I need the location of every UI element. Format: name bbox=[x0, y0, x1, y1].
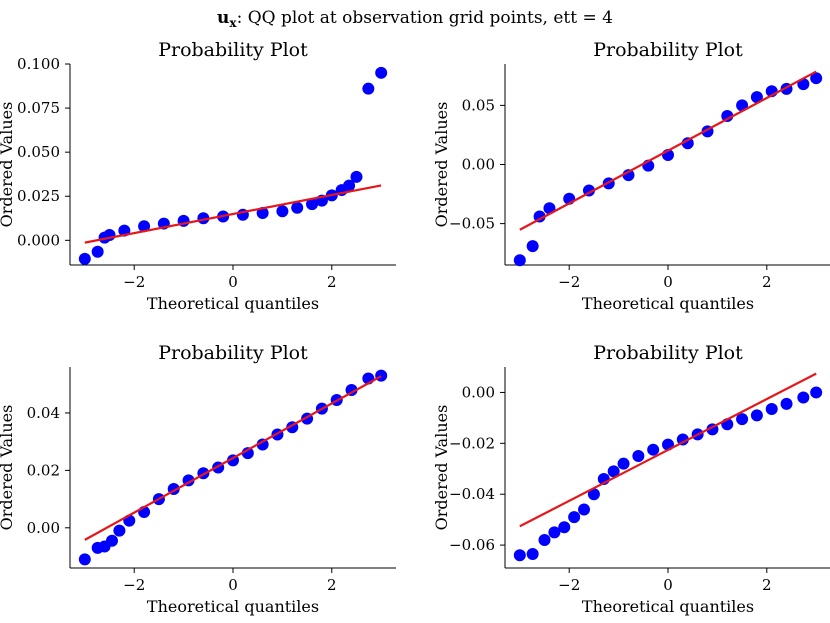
data-point bbox=[375, 66, 388, 79]
x-tick-label: −2 bbox=[123, 576, 145, 594]
x-tick-label: 0 bbox=[228, 576, 238, 594]
fit-line bbox=[84, 184, 382, 244]
data-point bbox=[587, 488, 600, 501]
data-point bbox=[617, 457, 630, 470]
data-point bbox=[721, 110, 734, 123]
data-point bbox=[548, 526, 561, 539]
data-point bbox=[578, 503, 591, 516]
data-point bbox=[276, 205, 289, 218]
data-point bbox=[810, 386, 823, 399]
data-point bbox=[632, 450, 645, 463]
data-point bbox=[810, 72, 823, 85]
subplot-4: Probability Plot −2 0 2 −0.06 −0.04 −0.02 0.00 T… bbox=[432, 342, 830, 616]
subplot-title: Probability Plot bbox=[593, 39, 743, 61]
data-point bbox=[568, 511, 581, 524]
x-tick-label: 2 bbox=[762, 273, 772, 291]
data-point bbox=[750, 409, 763, 422]
suptitle-bold-symbol: u bbox=[217, 8, 229, 28]
figure-suptitle: ux: QQ plot at observation grid points, … bbox=[217, 8, 613, 30]
data-point bbox=[647, 443, 660, 456]
data-point bbox=[765, 402, 778, 415]
data-point bbox=[91, 245, 104, 258]
data-point bbox=[256, 438, 269, 451]
y-tick-label: −0.06 bbox=[449, 536, 495, 554]
data-point bbox=[750, 91, 763, 104]
y-axis-label: Ordered Values bbox=[0, 405, 16, 531]
data-point bbox=[291, 201, 304, 214]
suptitle-subscript: x bbox=[229, 16, 237, 30]
x-tick-label: 0 bbox=[663, 576, 673, 594]
x-tick-label: 0 bbox=[663, 273, 673, 291]
data-point bbox=[241, 447, 254, 460]
data-point bbox=[138, 220, 151, 233]
data-point bbox=[538, 534, 551, 547]
y-tick-label: −0.05 bbox=[449, 215, 495, 233]
y-tick-label: 0.050 bbox=[17, 143, 60, 161]
x-tick-label: −2 bbox=[558, 273, 580, 291]
data-point bbox=[797, 391, 810, 404]
y-tick-label: 0.025 bbox=[17, 187, 60, 205]
y-tick-label: 0.02 bbox=[27, 461, 60, 479]
x-axis-label: Theoretical quantiles bbox=[582, 294, 754, 313]
fit-line bbox=[84, 375, 382, 541]
data-point bbox=[375, 369, 388, 382]
subplot-3: Probability Plot −2 0 2 0.00 0.02 0.04 Theoreti… bbox=[0, 342, 396, 616]
data-point bbox=[607, 465, 620, 478]
y-tick-label: 0.100 bbox=[17, 55, 60, 73]
x-tick-label: 0 bbox=[228, 273, 238, 291]
data-point bbox=[343, 179, 356, 192]
y-tick-label: 0.00 bbox=[462, 156, 495, 174]
subplot-1: Probability Plot −2 0 2 0.000 0.025 0.050 0.075… bbox=[0, 39, 396, 313]
data-point bbox=[78, 553, 91, 566]
subplot-title: Probability Plot bbox=[593, 342, 743, 364]
data-point bbox=[513, 254, 526, 267]
y-tick-label: 0.075 bbox=[17, 99, 60, 117]
data-point bbox=[526, 548, 539, 561]
y-tick-label: 0.04 bbox=[27, 404, 60, 422]
data-point bbox=[350, 170, 363, 183]
data-point bbox=[362, 82, 375, 95]
data-point bbox=[513, 549, 526, 562]
data-point bbox=[676, 433, 689, 446]
data-point bbox=[736, 413, 749, 426]
y-tick-label: 0.00 bbox=[462, 383, 495, 401]
fit-line bbox=[519, 372, 817, 528]
data-point bbox=[113, 524, 126, 537]
subplot-2: Probability Plot −2 0 2 −0.05 0.00 0.05 Theoret… bbox=[432, 39, 830, 313]
subplot-title: Probability Plot bbox=[158, 39, 308, 61]
y-tick-label: 0.05 bbox=[462, 96, 495, 114]
x-tick-label: 2 bbox=[327, 273, 337, 291]
y-tick-label: 0.00 bbox=[27, 519, 60, 537]
data-point bbox=[780, 397, 793, 410]
fit-line bbox=[519, 70, 817, 231]
y-axis-label: Ordered Values bbox=[432, 405, 451, 531]
x-axis-label: Theoretical quantiles bbox=[147, 597, 319, 616]
x-tick-label: 2 bbox=[327, 576, 337, 594]
x-tick-label: −2 bbox=[558, 576, 580, 594]
x-tick-label: 2 bbox=[762, 576, 772, 594]
subplot-title: Probability Plot bbox=[158, 342, 308, 364]
data-point bbox=[558, 521, 571, 534]
data-point bbox=[681, 137, 694, 150]
x-tick-label: −2 bbox=[123, 273, 145, 291]
y-axis-label: Ordered Values bbox=[432, 102, 451, 228]
data-point bbox=[306, 198, 319, 211]
x-axis-label: Theoretical quantiles bbox=[147, 294, 319, 313]
y-tick-label: −0.02 bbox=[449, 434, 495, 452]
x-axis-label: Theoretical quantiles bbox=[582, 597, 754, 616]
data-point bbox=[526, 240, 539, 253]
y-tick-label: 0.000 bbox=[17, 231, 60, 249]
y-axis-label: Ordered Values bbox=[0, 102, 16, 228]
y-tick-label: −0.04 bbox=[449, 485, 495, 503]
data-point bbox=[533, 210, 546, 223]
suptitle-text: : QQ plot at observation grid points, et… bbox=[237, 8, 613, 28]
data-point bbox=[78, 252, 91, 265]
data-point bbox=[105, 534, 118, 547]
